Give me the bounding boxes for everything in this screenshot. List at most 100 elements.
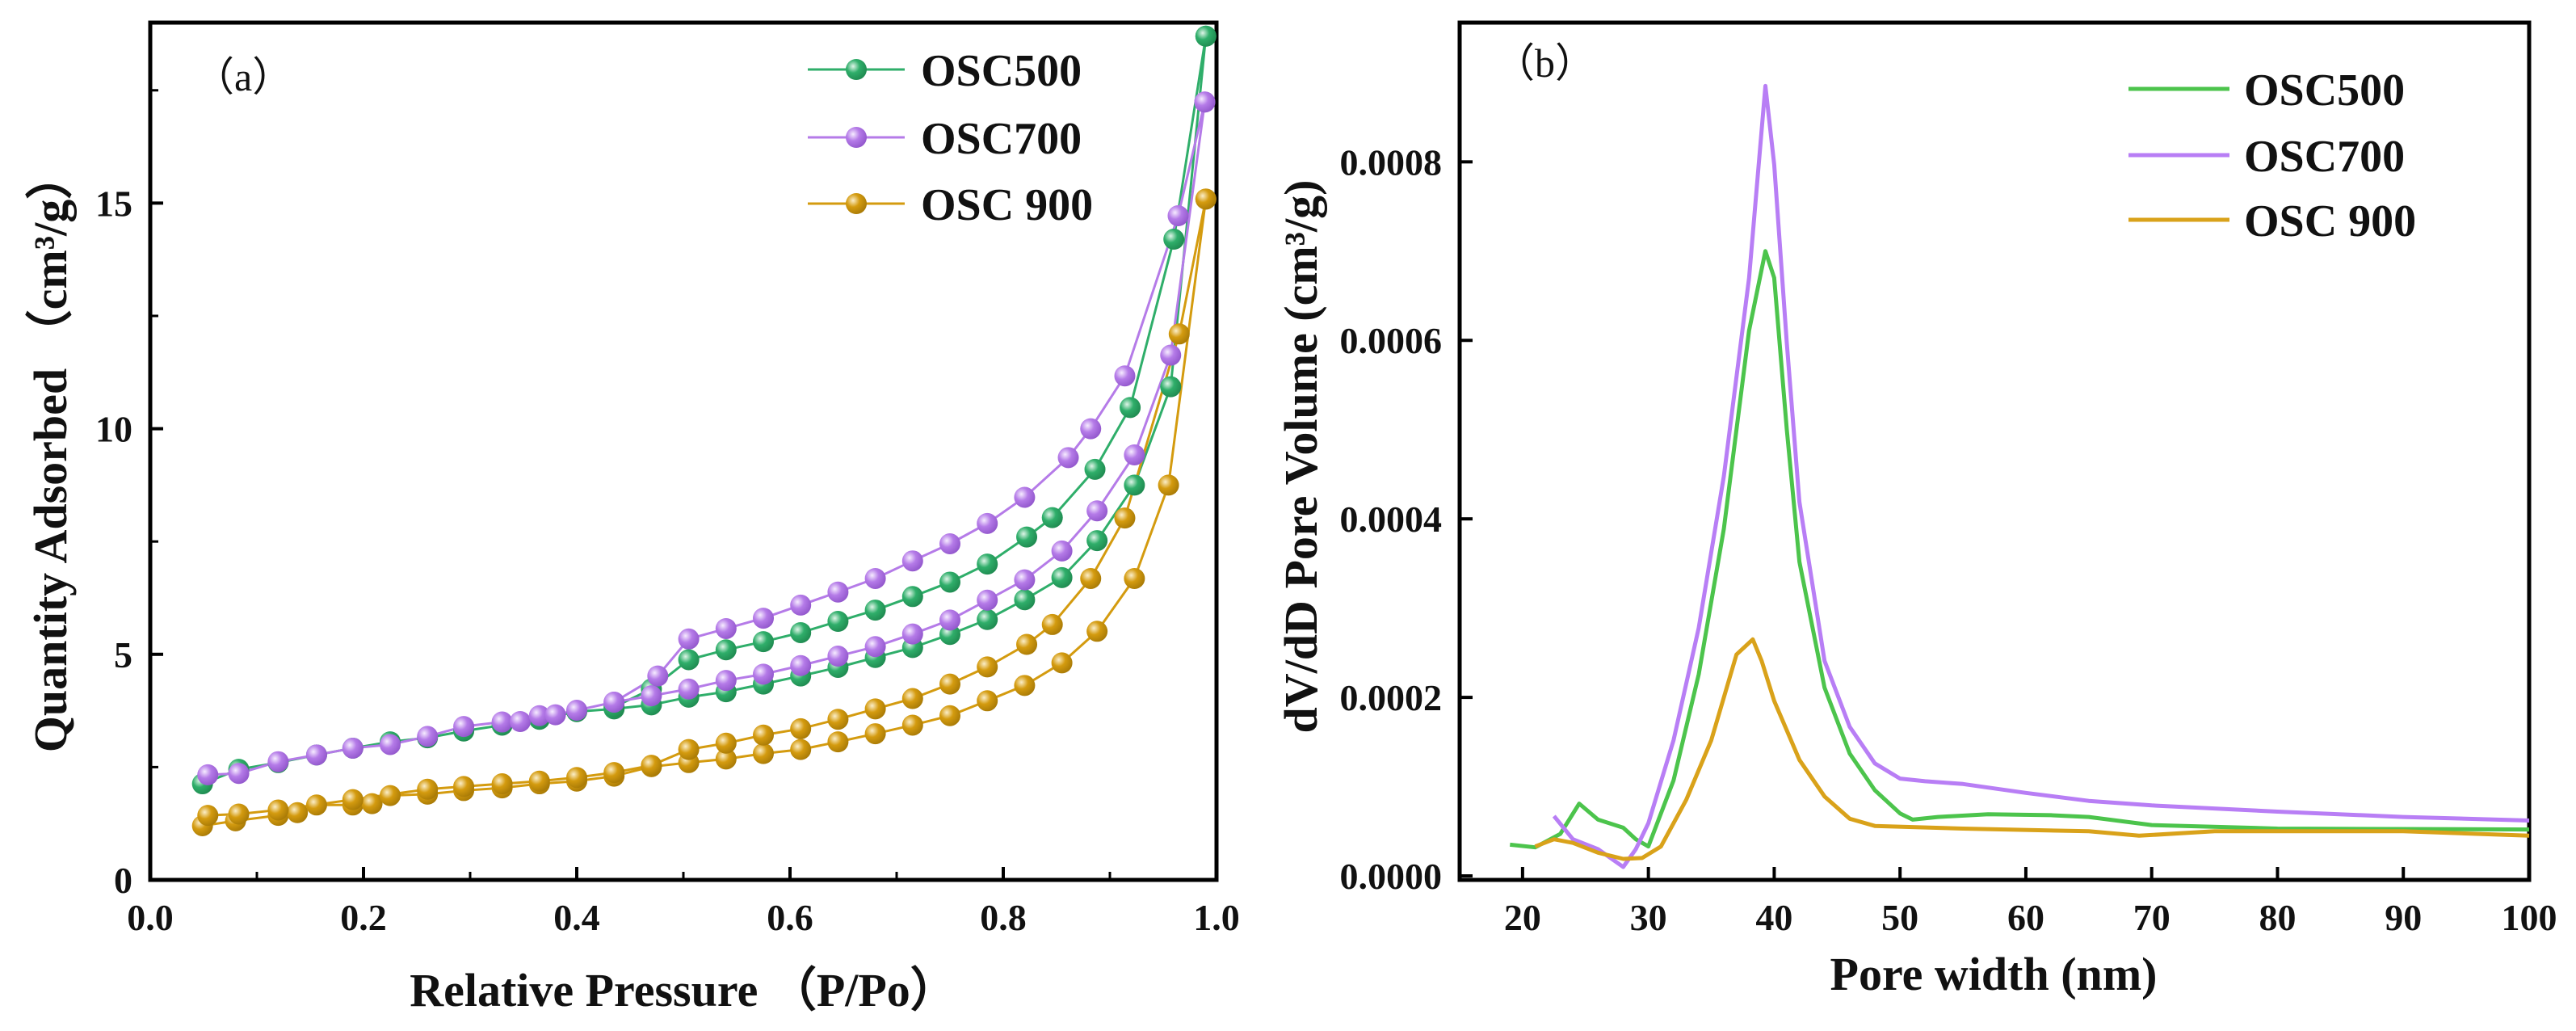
data-point	[647, 665, 669, 687]
legend-label-osc700: OSC700	[921, 114, 1082, 164]
data-point	[715, 639, 737, 661]
data-point	[790, 739, 812, 760]
data-point	[1195, 25, 1217, 47]
data-point	[380, 734, 401, 755]
legend-marker-osc500	[846, 59, 867, 80]
legend-marker-osc700	[846, 127, 867, 148]
data-point	[603, 762, 625, 784]
data-point	[864, 723, 886, 745]
data-point	[977, 608, 998, 630]
data-point	[566, 700, 587, 722]
data-point	[1014, 589, 1036, 611]
y-tick-label: 0.0008	[1340, 141, 1443, 183]
data-point	[528, 770, 550, 792]
data-point	[939, 673, 960, 695]
legend-label-osc700: OSC700	[2244, 132, 2405, 182]
data-point	[361, 793, 383, 814]
data-point	[1114, 507, 1136, 529]
data-point	[678, 739, 700, 760]
data-point	[939, 609, 960, 631]
data-point	[753, 663, 774, 685]
data-point	[678, 649, 700, 671]
data-point	[1086, 530, 1108, 552]
data-point	[827, 581, 849, 603]
y-tick-label: 0	[114, 860, 132, 901]
data-point	[1124, 567, 1145, 589]
x-tick-label: 50	[1881, 897, 1918, 938]
data-point	[267, 799, 289, 821]
series-group	[191, 25, 1217, 836]
data-point	[1016, 633, 1038, 655]
series-line-osc500	[1510, 249, 2530, 850]
data-point	[901, 586, 923, 608]
legend: OSC500 OSC700 OSC 900	[2128, 65, 2416, 246]
data-point	[715, 748, 737, 770]
data-point	[753, 743, 774, 764]
x-tick-label: 40	[1755, 897, 1792, 938]
series-osc500-adsorption	[202, 36, 1208, 785]
data-point	[1016, 526, 1038, 548]
data-point	[380, 785, 401, 806]
data-point	[641, 755, 662, 776]
data-point	[827, 611, 849, 633]
data-point	[939, 532, 960, 554]
data-point	[491, 711, 513, 733]
x-tick-label: 0.2	[340, 897, 387, 938]
data-point	[342, 737, 363, 759]
x-tick-label: 70	[2133, 897, 2170, 938]
data-point	[1086, 621, 1108, 642]
data-point	[641, 685, 662, 707]
y-tick-label: 0.0006	[1340, 320, 1443, 361]
data-point	[977, 656, 998, 678]
data-point	[1041, 507, 1063, 528]
markers-osc900-adsorption	[191, 188, 1217, 836]
x-tick-label: 80	[2259, 897, 2296, 938]
legend-label-osc500: OSC500	[2244, 65, 2405, 116]
y-tick-label: 0.0004	[1340, 499, 1443, 540]
data-point	[939, 571, 960, 593]
series-line	[613, 101, 1206, 704]
y-tick-label: 15	[95, 183, 132, 224]
y-axis-label: Quantity Adsorbed （cm³/g）	[24, 153, 77, 752]
data-point	[228, 803, 250, 825]
panel-b-pore-distribution-chart: 20 30 40 50 60 70 80 90 100 0.0000 0.0002 0.0004 0.0…	[1275, 20, 2557, 1000]
data-point	[715, 670, 737, 692]
data-point	[1014, 486, 1036, 508]
data-point	[753, 724, 774, 746]
data-point	[939, 705, 960, 726]
series-line-osc700	[1552, 83, 2530, 869]
y-tick-label: 10	[95, 409, 132, 450]
data-point	[790, 621, 812, 643]
data-point	[678, 678, 700, 700]
legend-label-osc900: OSC 900	[2244, 196, 2416, 246]
legend-label-osc900: OSC 900	[921, 180, 1093, 230]
data-point	[977, 553, 998, 575]
data-point	[790, 717, 812, 739]
data-point	[1051, 566, 1073, 588]
series-osc900-desorption	[208, 199, 1208, 817]
x-tick-label: 0.4	[553, 897, 600, 938]
series-osc700-desorption	[613, 101, 1206, 704]
data-point	[678, 628, 700, 650]
data-point	[1120, 397, 1141, 419]
data-point	[1160, 344, 1182, 366]
markers-osc700-desorption	[603, 91, 1216, 713]
data-point	[715, 732, 737, 754]
data-point	[287, 802, 309, 823]
markers-osc500-desorption	[603, 25, 1217, 718]
data-point	[603, 691, 625, 713]
x-tick-label: 30	[1630, 897, 1667, 938]
data-point	[753, 608, 774, 629]
plot-frame	[1457, 20, 2532, 882]
data-point	[1014, 569, 1036, 591]
data-point	[977, 690, 998, 712]
legend-marker-osc900	[846, 193, 867, 214]
data-point	[1041, 613, 1063, 635]
panel-a-isotherm-chart: 0.0 0.2 0.4 0.6 0.8 1.0 0 5 10 15 （a） Relative Pr…	[24, 20, 1240, 1016]
data-point	[1057, 447, 1079, 469]
series-line-osc900	[1534, 637, 2530, 861]
markers-osc900-desorption	[197, 188, 1217, 827]
data-point	[510, 710, 532, 732]
x-tick-label: 20	[1504, 897, 1541, 938]
